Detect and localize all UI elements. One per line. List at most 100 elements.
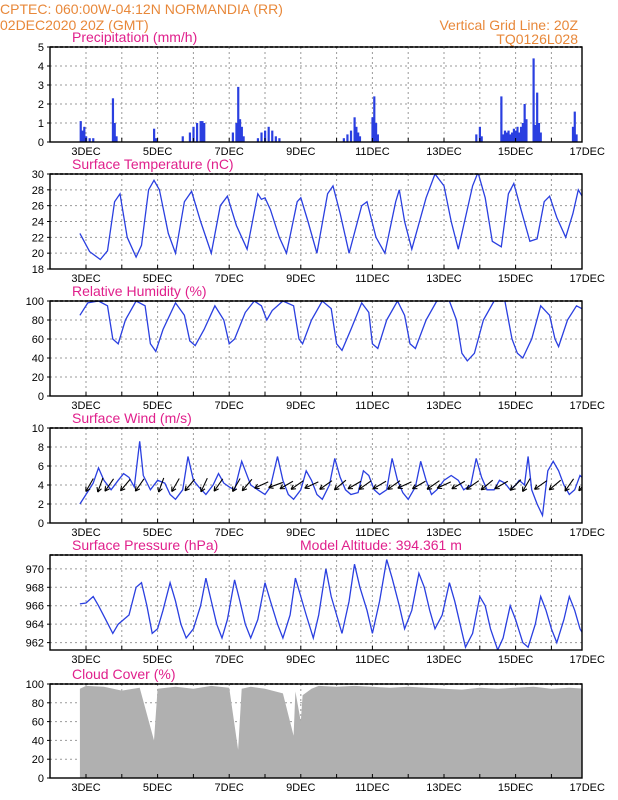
x-tick-label: 3DEC bbox=[71, 400, 100, 412]
precip-bar bbox=[115, 136, 118, 142]
y-tick-label: 60 bbox=[32, 334, 44, 346]
precip-bar bbox=[231, 132, 234, 142]
precip-bar bbox=[503, 130, 507, 142]
wind-arrow bbox=[534, 480, 548, 490]
precip-bar bbox=[240, 126, 243, 142]
cloud-cover-area bbox=[79, 685, 582, 778]
wind-arrow bbox=[232, 478, 241, 492]
x-tick-label: 15DEC bbox=[498, 654, 534, 666]
wind-arrow bbox=[612, 479, 618, 492]
x-tick-label: 15DEC bbox=[498, 782, 534, 794]
panel-title: Precipitation (mm/h) bbox=[72, 29, 197, 45]
x-tick-label: 11DEC bbox=[355, 782, 390, 794]
model-altitude: Model Altitude: 394.361 m bbox=[300, 537, 462, 553]
precip-bar bbox=[480, 136, 483, 142]
plot-area bbox=[79, 58, 615, 142]
wind-arrow bbox=[494, 480, 509, 490]
precip-bar bbox=[203, 123, 206, 142]
y-tick-label: 8 bbox=[38, 442, 44, 454]
wind-arrow bbox=[120, 478, 131, 492]
x-tick-label: 13DEC bbox=[426, 273, 462, 285]
y-tick-label: 2 bbox=[38, 99, 44, 111]
precip-bar bbox=[79, 121, 82, 142]
precip-bar bbox=[256, 138, 260, 142]
x-tick-label: 15DEC bbox=[498, 527, 534, 539]
y-tick-label: 1 bbox=[38, 118, 44, 130]
y-tick-label: 4 bbox=[38, 61, 44, 73]
precip-bar bbox=[349, 130, 353, 142]
y-tick-label: 40 bbox=[32, 735, 44, 747]
precip-bar bbox=[475, 134, 478, 142]
wind-arrow bbox=[213, 478, 224, 492]
panel-6: 0 20 40 60 80 100 3DEC 5DEC 7DEC 9DEC 11DEC 13DEC 15… bbox=[26, 666, 605, 794]
x-tick-label: 15DEC bbox=[498, 400, 534, 412]
wind-arrow bbox=[466, 480, 480, 490]
wind-arrow bbox=[358, 480, 372, 490]
y-tick-label: 26 bbox=[32, 201, 44, 213]
x-tick-label: 7DEC bbox=[215, 782, 244, 794]
series-line bbox=[79, 174, 582, 261]
precip-bar bbox=[238, 119, 242, 142]
precip-bar bbox=[199, 121, 202, 142]
x-tick-label: 13DEC bbox=[426, 654, 462, 666]
x-tick-label: 13DEC bbox=[426, 782, 462, 794]
precip-bar bbox=[237, 86, 240, 142]
wind-arrow bbox=[522, 478, 531, 492]
precip-bar bbox=[192, 126, 195, 142]
precip-bar bbox=[264, 130, 267, 142]
precip-bar bbox=[267, 126, 270, 142]
y-tick-label: 30 bbox=[32, 169, 44, 181]
x-tick-label: 7DEC bbox=[215, 400, 244, 412]
y-tick-label: 5 bbox=[38, 42, 44, 54]
plot-area bbox=[79, 301, 582, 362]
x-tick-label: 13DEC bbox=[426, 146, 462, 158]
precip-bar bbox=[278, 138, 281, 142]
x-tick-label: 13DEC bbox=[426, 527, 462, 539]
precip-bar bbox=[511, 132, 514, 142]
panel-5: 962 964 966 968 970 3DEC 5DEC 7DEC 9DEC 11DEC 13DE… bbox=[26, 537, 605, 666]
x-tick-label: 9DEC bbox=[286, 782, 315, 794]
x-tick-label: 17DEC bbox=[569, 782, 605, 794]
y-tick-label: 20 bbox=[32, 372, 44, 384]
x-tick-label: 9DEC bbox=[286, 273, 315, 285]
y-tick-label: 18 bbox=[32, 264, 44, 276]
precip-bar bbox=[608, 119, 610, 142]
y-tick-label: 100 bbox=[26, 296, 44, 308]
precip-bar bbox=[342, 138, 345, 142]
panel-title: Cloud Cover (%) bbox=[72, 666, 175, 682]
plot-area bbox=[79, 559, 582, 650]
panel-title: Surface Pressure (hPa) bbox=[72, 537, 218, 553]
wind-arrow bbox=[85, 478, 94, 492]
wind-arrow bbox=[548, 479, 562, 491]
y-tick-label: 40 bbox=[32, 353, 44, 365]
wind-arrow bbox=[290, 480, 304, 490]
x-tick-label: 3DEC bbox=[71, 146, 100, 158]
panel-1: 0 1 2 3 4 5 3DEC 5DEC 7DEC 9DEC 11DEC 13DEC 15DEC 17D… bbox=[38, 29, 615, 158]
x-tick-label: 9DEC bbox=[286, 146, 315, 158]
wind-arrow bbox=[480, 479, 494, 491]
x-tick-label: 13DEC bbox=[426, 400, 462, 412]
y-tick-label: 0 bbox=[38, 137, 44, 149]
precip-bar bbox=[523, 104, 526, 142]
precip-bar bbox=[521, 123, 524, 142]
x-tick-label: 5DEC bbox=[143, 146, 172, 158]
precip-bar bbox=[346, 134, 349, 142]
y-tick-label: 80 bbox=[32, 315, 44, 327]
x-tick-label: 9DEC bbox=[286, 527, 315, 539]
precip-bar bbox=[613, 131, 615, 142]
series-line bbox=[79, 559, 582, 650]
x-tick-label: 3DEC bbox=[71, 273, 100, 285]
precip-bar bbox=[571, 126, 575, 142]
precip-bar bbox=[532, 58, 535, 142]
x-tick-label: 9DEC bbox=[286, 400, 315, 412]
wind-arrow bbox=[96, 477, 104, 493]
precip-bar bbox=[357, 132, 360, 142]
wind-arrow bbox=[578, 485, 582, 492]
header-code: TQ0126L028 bbox=[496, 31, 578, 47]
x-tick-label: 3DEC bbox=[71, 527, 100, 539]
wind-arrow bbox=[279, 480, 294, 490]
wind-arrow bbox=[372, 480, 387, 490]
precip-bar bbox=[604, 127, 606, 142]
y-tick-label: 3 bbox=[38, 80, 44, 92]
y-tick-label: 100 bbox=[26, 679, 44, 691]
